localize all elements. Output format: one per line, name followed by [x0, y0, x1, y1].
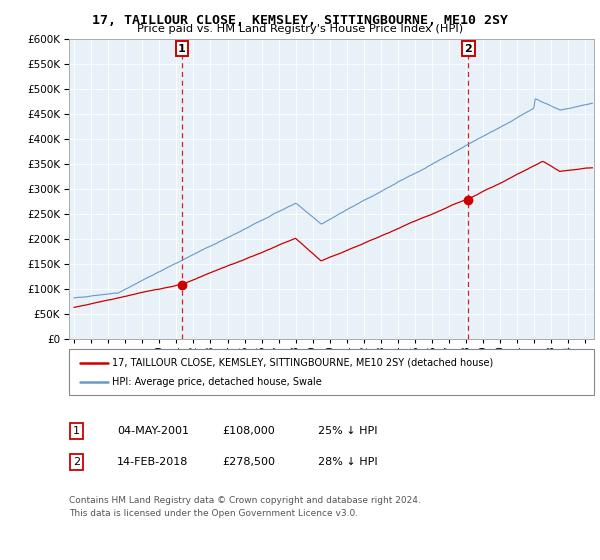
- Text: 28% ↓ HPI: 28% ↓ HPI: [318, 457, 377, 467]
- Text: 17, TAILLOUR CLOSE, KEMSLEY, SITTINGBOURNE, ME10 2SY: 17, TAILLOUR CLOSE, KEMSLEY, SITTINGBOUR…: [92, 14, 508, 27]
- Text: 14-FEB-2018: 14-FEB-2018: [117, 457, 188, 467]
- Text: £278,500: £278,500: [222, 457, 275, 467]
- Text: 2: 2: [464, 44, 472, 54]
- Text: 04-MAY-2001: 04-MAY-2001: [117, 426, 189, 436]
- Text: 25% ↓ HPI: 25% ↓ HPI: [318, 426, 377, 436]
- Text: £108,000: £108,000: [222, 426, 275, 436]
- Text: HPI: Average price, detached house, Swale: HPI: Average price, detached house, Swal…: [112, 377, 322, 387]
- Text: 17, TAILLOUR CLOSE, KEMSLEY, SITTINGBOURNE, ME10 2SY (detached house): 17, TAILLOUR CLOSE, KEMSLEY, SITTINGBOUR…: [112, 358, 493, 368]
- Text: Price paid vs. HM Land Registry's House Price Index (HPI): Price paid vs. HM Land Registry's House …: [137, 24, 463, 34]
- Text: 1: 1: [178, 44, 186, 54]
- Text: 2: 2: [73, 457, 80, 467]
- Text: Contains HM Land Registry data © Crown copyright and database right 2024.
This d: Contains HM Land Registry data © Crown c…: [69, 496, 421, 518]
- Text: 1: 1: [73, 426, 80, 436]
